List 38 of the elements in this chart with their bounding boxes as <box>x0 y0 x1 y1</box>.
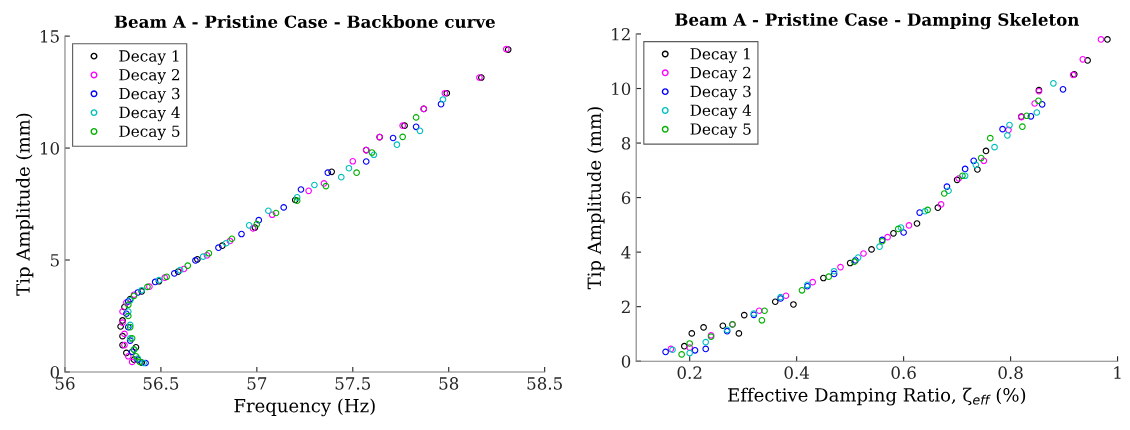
y-tick-label: 4 <box>621 246 631 259</box>
x-axis-title: Effective Damping Ratio, ζ$_{eff}$ (%) <box>728 387 1026 406</box>
legend-label: Decay 4 <box>690 104 752 120</box>
x-tick-label: 56.5 <box>143 377 179 390</box>
legend-label: Decay 1 <box>690 47 750 63</box>
x-tick-label: 57 <box>247 377 267 390</box>
x-tick-label: 0.6 <box>891 366 916 379</box>
y-tick-label: 0 <box>621 355 631 368</box>
y-axis-title: Tip Amplitude (mm) <box>15 113 34 296</box>
x-tick-label: 0.8 <box>998 366 1023 379</box>
y-tick-label: 0 <box>50 365 60 379</box>
y-tick-label: 6 <box>621 191 631 205</box>
chart-title: Beam A - Pristine Case - Damping Skeleton <box>675 12 1080 30</box>
x-tick-label: 1 <box>1114 366 1121 379</box>
x-tick-label: 58 <box>439 377 459 390</box>
x-tick-label: 0.4 <box>784 366 810 379</box>
x-tick-label: 0.2 <box>677 366 702 379</box>
y-tick-label: 15 <box>40 30 59 43</box>
y-tick-label: 8 <box>621 137 631 150</box>
x-tick-label: 56 <box>55 377 75 390</box>
x-tick-label: 58.5 <box>527 377 562 390</box>
x-tick-label: 57.5 <box>335 377 371 390</box>
legend-label: Decay 3 <box>119 87 180 103</box>
y-tick-label: 10 <box>612 82 631 96</box>
y-axis-title: Tip Amplitude (mm) <box>587 107 605 290</box>
chart-title: Beam A - Pristine Case - Backbone curve <box>114 15 495 29</box>
x-axis-title: Frequency (Hz) <box>234 398 375 417</box>
y-tick-label: 10 <box>40 142 60 155</box>
legend-label: Decay 4 <box>119 106 180 122</box>
legend-label: Decay 2 <box>119 68 180 84</box>
y-tick-label: 12 <box>612 27 630 41</box>
y-tick-label: 2 <box>621 300 630 313</box>
legend-label: Decay 1 <box>119 50 179 65</box>
y-tick-label: 5 <box>50 254 59 267</box>
legend-label: Decay 2 <box>690 66 751 82</box>
legend-label: Decay 5 <box>119 125 180 141</box>
legend-label: Decay 3 <box>690 85 751 101</box>
legend-label: Decay 5 <box>690 123 751 139</box>
